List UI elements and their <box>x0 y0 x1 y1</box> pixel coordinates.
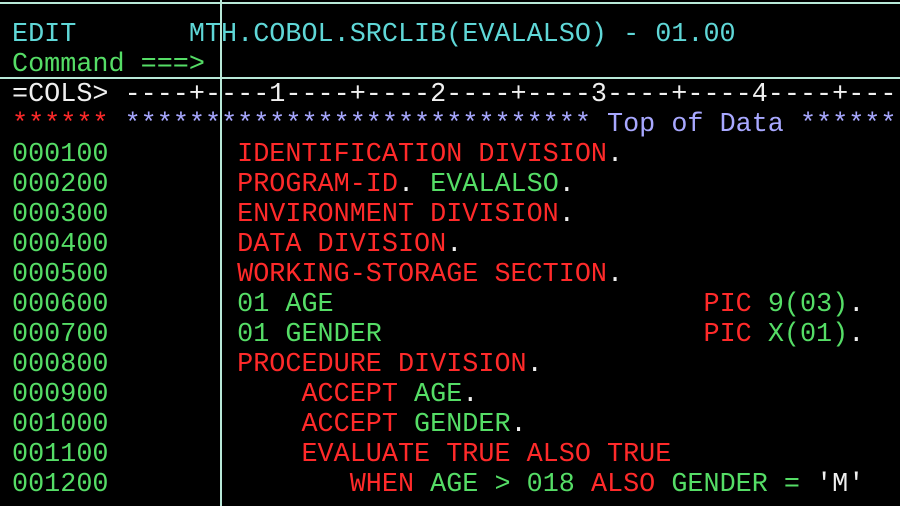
code-line-text: 01 GENDER <box>108 320 382 350</box>
code-line-text: . <box>462 380 479 410</box>
code-line-text: . <box>510 410 527 440</box>
code-line-text: GENDER = <box>655 470 800 500</box>
code-line: 000500 WORKING-STORAGE SECTION. <box>12 260 896 290</box>
code-line-text: EVALUATE TRUE ALSO TRUE <box>108 440 672 470</box>
ispf-editor-screen[interactable]: EDIT MTH.COBOL.SRCLIB(EVALALSO) - 01.00 C… <box>12 20 896 500</box>
code-line-text: . <box>607 260 624 290</box>
code-line-text: 01 AGE <box>108 290 334 320</box>
title-line-text: EDIT <box>12 20 77 50</box>
code-line: 000700 01 GENDER PIC X(01). <box>12 320 896 350</box>
code-line: 000800 PROCEDURE DIVISION. <box>12 350 896 380</box>
command-line[interactable]: Command ===> <box>12 50 896 80</box>
code-line-text: 000400 <box>12 230 109 260</box>
code-line: 001100 EVALUATE TRUE ALSO TRUE <box>12 440 896 470</box>
code-line-text: ALSO <box>574 470 656 500</box>
code-line-text: . <box>446 230 463 260</box>
code-line-text: AGE <box>397 380 463 410</box>
top-of-data: ****** ***************************** Top… <box>12 110 896 140</box>
command-line-text: Command ===> <box>12 50 205 80</box>
code-line: 001200 WHEN AGE > 018 ALSO GENDER = 'M' <box>12 470 896 500</box>
code-line-text: 000600 <box>12 290 109 320</box>
code-line-text: 001100 <box>12 440 109 470</box>
title-line: EDIT MTH.COBOL.SRCLIB(EVALALSO) - 01.00 <box>12 20 896 50</box>
code-line-text: ENVIRONMENT DIVISION <box>108 200 559 230</box>
code-line-text: 000100 <box>12 140 109 170</box>
code-line-text: . <box>558 200 575 230</box>
code-line-text: . <box>848 290 865 320</box>
code-line-text: . <box>397 170 415 200</box>
code-line-text: 001200 <box>12 470 109 500</box>
code-line-text: PIC <box>333 290 752 320</box>
cursor-crosshair-vertical <box>220 0 222 506</box>
code-line: 000400 DATA DIVISION. <box>12 230 896 260</box>
code-line-text: . <box>607 140 624 170</box>
code-line-text: 9(03) <box>751 290 849 320</box>
cursor-crosshair-horizontal <box>0 77 900 79</box>
code-line-text: DATA DIVISION <box>108 230 447 260</box>
top-of-data-text: ****** <box>12 110 109 140</box>
code-line: 000600 01 AGE PIC 9(03). <box>12 290 896 320</box>
code-line-text: X(01) <box>751 320 849 350</box>
code-line-text: . <box>526 350 543 380</box>
code-line-text: 'M' <box>800 470 865 500</box>
code-line-text: WHEN <box>108 470 415 500</box>
code-line-text: PROCEDURE DIVISION <box>108 350 527 380</box>
cursor-crosshair-horizontal-top <box>0 2 900 4</box>
code-line-text: . <box>848 320 865 350</box>
code-line-text: . <box>558 170 575 200</box>
code-line-text: AGE > 018 <box>414 470 575 500</box>
code-line: 000200 PROGRAM-ID. EVALALSO. <box>12 170 896 200</box>
code-line-text: EVALALSO <box>414 170 559 200</box>
code-line-text: PROGRAM-ID <box>108 170 398 200</box>
code-line-text: 000500 <box>12 260 109 290</box>
code-line-text: GENDER <box>397 410 511 440</box>
code-line-text: IDENTIFICATION DIVISION <box>108 140 608 170</box>
cols-ruler: =COLS> ----+----1----+----2----+----3---… <box>12 80 896 110</box>
code-line-text: 001000 <box>12 410 109 440</box>
code-line-text: 000900 <box>12 380 109 410</box>
title-line-text: MTH.COBOL.SRCLIB(EVALALSO) - 01.00 <box>76 20 736 50</box>
code-line-text: 000800 <box>12 350 109 380</box>
code-line: 001000 ACCEPT GENDER. <box>12 410 896 440</box>
code-line: 000900 ACCEPT AGE. <box>12 380 896 410</box>
code-line-text: ACCEPT <box>108 380 398 410</box>
code-line-text: PIC <box>381 320 752 350</box>
code-line-text: 000700 <box>12 320 109 350</box>
top-of-data-text: ***************************** Top of Dat… <box>108 110 897 140</box>
cols-ruler-text: =COLS> ----+----1----+----2----+----3---… <box>12 80 897 110</box>
code-line: 000100 IDENTIFICATION DIVISION. <box>12 140 896 170</box>
code-line-text: 000300 <box>12 200 109 230</box>
code-line: 000300 ENVIRONMENT DIVISION. <box>12 200 896 230</box>
code-line-text: ACCEPT <box>108 410 398 440</box>
code-line-text: 000200 <box>12 170 109 200</box>
code-line-text: WORKING-STORAGE SECTION <box>108 260 608 290</box>
